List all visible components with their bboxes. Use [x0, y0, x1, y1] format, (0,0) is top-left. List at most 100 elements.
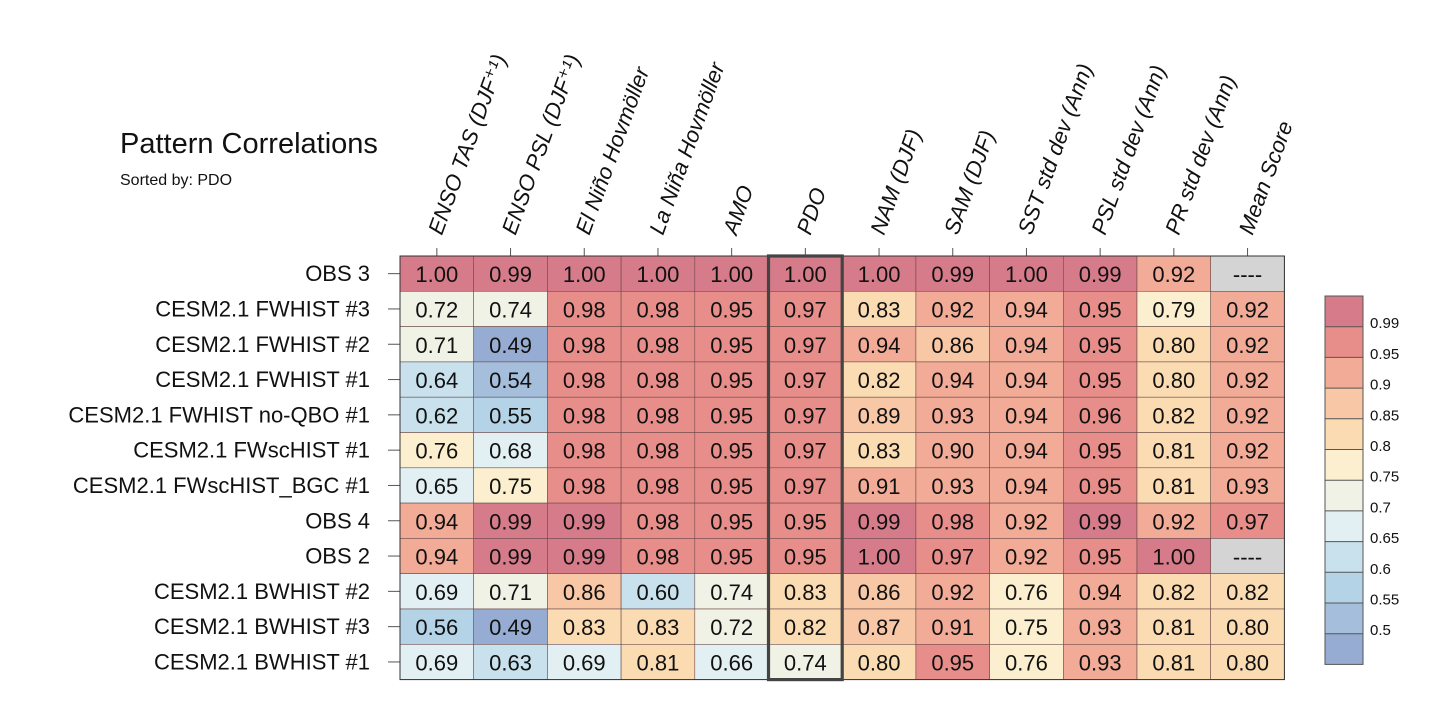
heatmap-cell — [989, 538, 1064, 575]
cell-value: 0.95 — [1079, 297, 1122, 322]
colorbar-tick-label: 0.7 — [1370, 499, 1391, 516]
colorbar-tick-label: 0.85 — [1370, 407, 1399, 424]
cell-value: 0.98 — [637, 368, 680, 393]
cell-value: 0.95 — [710, 509, 753, 534]
heatmap-cell — [841, 467, 917, 504]
heatmap-cell — [989, 502, 1064, 539]
cell-value: 0.82 — [784, 615, 827, 640]
cell-value: 0.98 — [637, 509, 680, 534]
heatmap-cell — [841, 432, 917, 469]
heatmap-cell — [547, 643, 622, 680]
highlight-column-outline — [766, 254, 844, 682]
cell-value: 0.99 — [489, 509, 532, 534]
heatmap-cell — [768, 290, 843, 327]
heatmap-cell — [620, 432, 696, 469]
cell-value: 1.00 — [858, 545, 901, 570]
row-label: CESM2.1 FWscHIST_BGC #1 — [73, 473, 370, 498]
colorbar-segment — [1325, 449, 1363, 481]
cell-value: 0.92 — [1005, 509, 1048, 534]
heatmap-cell — [1210, 361, 1285, 398]
row-labels: OBS 3 CESM2.1 FWHIST #3 CESM2.1 FWHIST #2 C… — [68, 261, 400, 674]
heatmap-cell — [989, 467, 1064, 504]
cell-value: 0.95 — [710, 439, 753, 464]
cell-value: 0.93 — [931, 403, 974, 428]
heatmap-cell — [620, 396, 696, 433]
cell-value: 0.83 — [858, 439, 901, 464]
heatmap-cell — [1063, 361, 1138, 398]
heatmap-cell — [915, 290, 990, 327]
heatmap-cell — [620, 467, 696, 504]
heatmap-cell — [547, 608, 622, 645]
cell-value: 0.83 — [563, 615, 606, 640]
heatmap-cell — [399, 255, 474, 292]
column-label: La Niña Hovmöller — [644, 58, 730, 238]
column-label: AMO — [717, 182, 758, 240]
row-label: OBS 4 — [305, 508, 370, 533]
cell-value: 0.97 — [784, 403, 827, 428]
heatmap-cell — [1063, 396, 1138, 433]
cell-value: 0.92 — [1226, 297, 1269, 322]
heatmap-cell — [399, 326, 474, 363]
colorbar-tick-label: 0.99 — [1370, 315, 1399, 332]
cell-value: 0.83 — [858, 297, 901, 322]
column-labels: ENSO TAS (DJF⁺¹)ENSO PSL (DJF⁺¹)El Niño … — [423, 51, 1298, 256]
column-label: ENSO PSL (DJF⁺¹) — [497, 51, 585, 238]
cell-value: 0.80 — [858, 650, 901, 675]
heatmap-cell — [1210, 467, 1285, 504]
cell-value: 0.65 — [415, 474, 458, 499]
cell-value: 0.76 — [415, 439, 458, 464]
cell-value: 0.82 — [858, 368, 901, 393]
row-label: CESM2.1 FWHIST no-QBO #1 — [68, 402, 370, 427]
cell-value: 0.92 — [931, 580, 974, 605]
heatmap-cell — [1136, 432, 1211, 469]
cell-value: 0.98 — [637, 474, 680, 499]
cell-value: 0.83 — [784, 580, 827, 605]
heatmap-cell — [473, 608, 548, 645]
cell-value: 0.92 — [1226, 439, 1269, 464]
cell-value: 0.97 — [784, 297, 827, 322]
heatmap-cell — [399, 467, 474, 504]
cell-value: 0.92 — [1226, 333, 1269, 358]
cell-value: 0.98 — [637, 403, 680, 428]
heatmap-cell — [547, 573, 622, 610]
cell-value: 0.98 — [637, 439, 680, 464]
heatmap-cell — [694, 290, 769, 327]
heatmap-cell — [620, 643, 696, 680]
cell-value: 0.72 — [415, 297, 458, 322]
heatmap-cell — [915, 255, 990, 292]
cell-value: 0.93 — [1079, 615, 1122, 640]
colorbar-segment — [1325, 572, 1363, 603]
cell-value: 0.94 — [1005, 333, 1048, 358]
cell-value: 0.62 — [415, 403, 458, 428]
cell-value: 0.76 — [1005, 580, 1048, 605]
colorbar-segment — [1325, 357, 1363, 389]
colorbar-segment — [1325, 633, 1363, 665]
cell-value: 0.95 — [710, 545, 753, 570]
cell-value: 1.00 — [784, 262, 827, 287]
heatmap-cell — [1210, 573, 1285, 610]
cell-value: 0.80 — [1226, 650, 1269, 675]
cell-value: 0.97 — [784, 333, 827, 358]
cell-value: 0.94 — [1005, 474, 1048, 499]
heatmap-cell — [1063, 608, 1138, 645]
heatmap-cell — [1063, 326, 1138, 363]
cell-value: 0.98 — [563, 474, 606, 499]
heatmap-cell — [1210, 290, 1285, 327]
heatmap-cell — [620, 361, 696, 398]
heatmap-cell — [547, 326, 622, 363]
cell-value: 0.69 — [415, 580, 458, 605]
heatmap-cell — [694, 502, 769, 539]
column-label: Mean Score — [1234, 118, 1298, 238]
cell-value: 0.54 — [489, 368, 532, 393]
heatmap-cell — [768, 361, 843, 398]
cell-value: 0.89 — [858, 403, 901, 428]
colorbar-segment — [1325, 388, 1363, 419]
column-label: El Niño Hovmöller — [570, 62, 654, 238]
heatmap-cell — [694, 255, 769, 292]
cell-value: 0.98 — [563, 403, 606, 428]
cell-value: 0.98 — [563, 297, 606, 322]
heatmap-cell — [1063, 502, 1138, 539]
heatmap-cell — [1063, 573, 1138, 610]
cell-value: 0.83 — [637, 615, 680, 640]
heatmap-cell — [989, 608, 1064, 645]
